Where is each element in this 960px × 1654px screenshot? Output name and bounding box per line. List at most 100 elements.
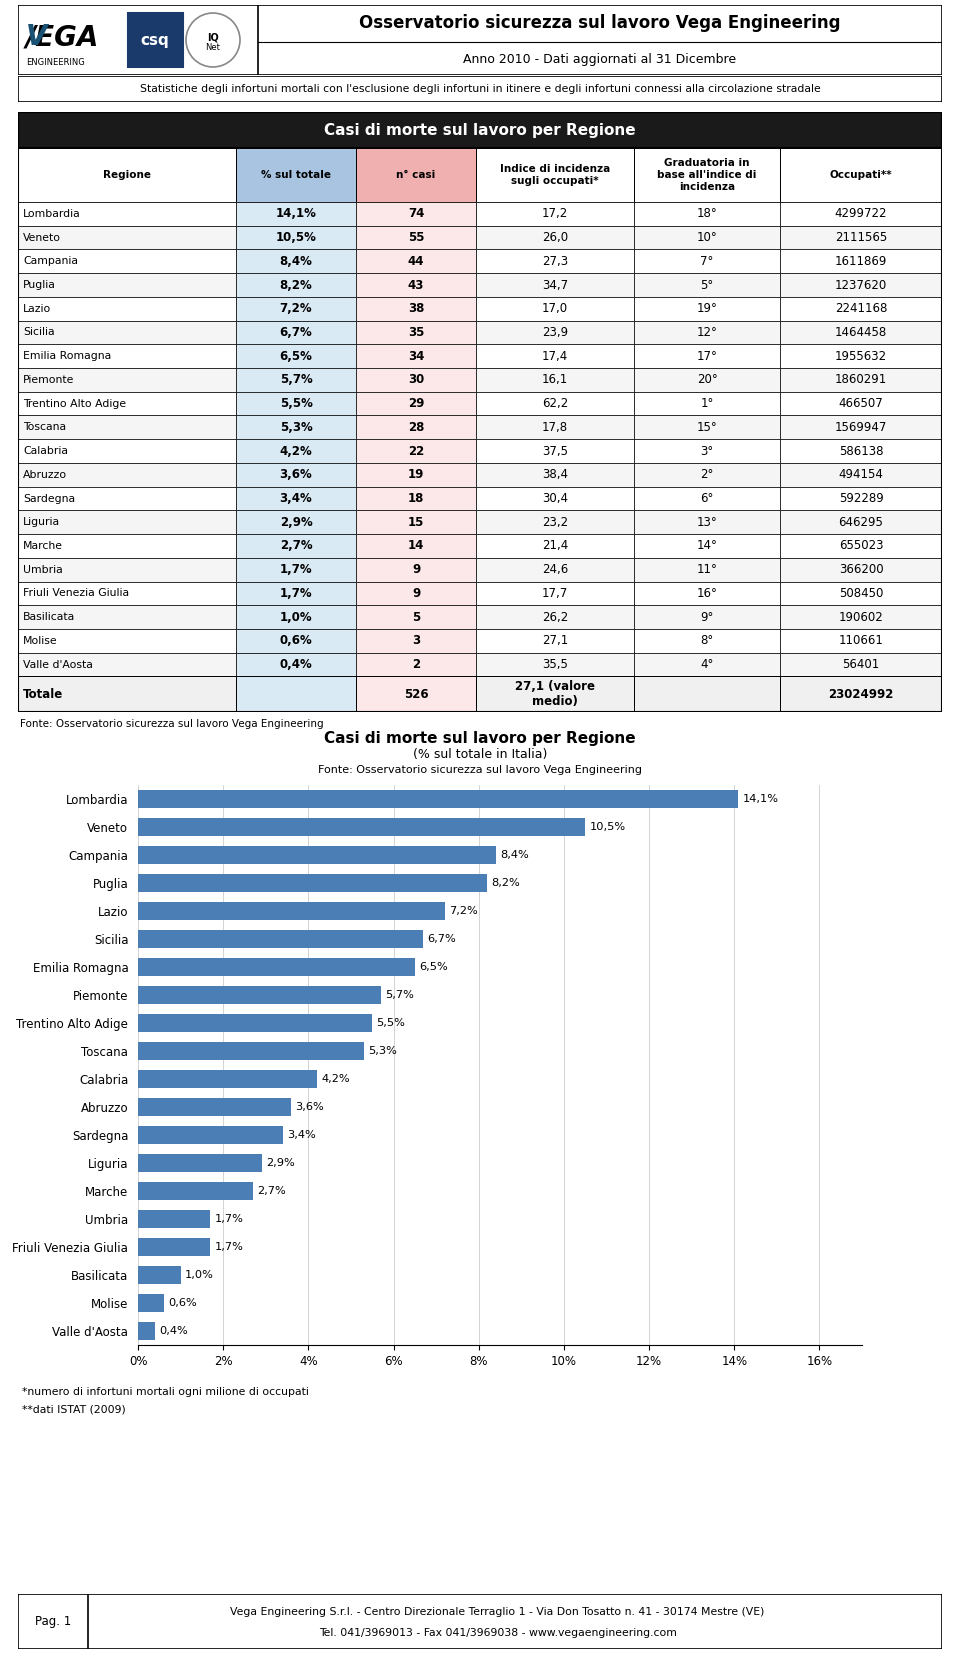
Bar: [236, 296, 356, 321]
Bar: [780, 582, 942, 605]
Bar: [476, 296, 634, 321]
Bar: [138, 903, 444, 920]
Text: 30: 30: [408, 374, 424, 387]
Text: Tel. 041/3969013 - Fax 041/3969038 - www.vegaengineering.com: Tel. 041/3969013 - Fax 041/3969038 - www…: [319, 1628, 677, 1637]
Text: Vega Engineering S.r.l. - Centro Direzionale Terraglio 1 - Via Don Tosatto n. 41: Vega Engineering S.r.l. - Centro Direzio…: [230, 1606, 765, 1616]
Text: 5,7%: 5,7%: [385, 991, 414, 1001]
Bar: [356, 344, 476, 369]
Text: 6,7%: 6,7%: [279, 326, 312, 339]
Text: 0,6%: 0,6%: [279, 635, 312, 647]
Bar: [18, 440, 236, 463]
Text: 19°: 19°: [697, 303, 717, 316]
Bar: [356, 605, 476, 629]
Text: Basilicata: Basilicata: [23, 612, 75, 622]
Bar: [634, 653, 780, 676]
Bar: [356, 486, 476, 511]
Bar: [356, 511, 476, 534]
Text: Casi di morte sul lavoro per Regione: Casi di morte sul lavoro per Regione: [324, 731, 636, 746]
Text: 366200: 366200: [839, 562, 883, 576]
Bar: [18, 250, 236, 273]
Text: 6°: 6°: [700, 491, 713, 504]
Text: V: V: [26, 23, 47, 51]
Bar: [18, 605, 236, 629]
Text: 8,4%: 8,4%: [500, 850, 529, 860]
Bar: [236, 534, 356, 557]
Bar: [476, 511, 634, 534]
Text: csq: csq: [140, 33, 169, 48]
Text: 16°: 16°: [697, 587, 717, 600]
Text: 19: 19: [408, 468, 424, 481]
Bar: [236, 605, 356, 629]
Text: 2,7%: 2,7%: [257, 1186, 286, 1196]
Bar: [634, 629, 780, 653]
Text: 27,1: 27,1: [541, 635, 568, 647]
Text: Graduatoria in
base all'indice di
incidenza: Graduatoria in base all'indice di incide…: [658, 157, 756, 192]
Text: 494154: 494154: [839, 468, 883, 481]
Bar: [476, 344, 634, 369]
Text: 20°: 20°: [697, 374, 717, 387]
Text: 27,1 (valore
medio): 27,1 (valore medio): [515, 680, 595, 708]
Bar: [780, 250, 942, 273]
Bar: [138, 1295, 163, 1312]
Bar: [634, 296, 780, 321]
Bar: [138, 1267, 180, 1284]
Bar: [356, 582, 476, 605]
Bar: [634, 557, 780, 582]
Bar: [236, 676, 356, 711]
Bar: [236, 486, 356, 511]
Bar: [18, 273, 236, 296]
Bar: [780, 273, 942, 296]
Text: 55: 55: [408, 232, 424, 245]
Bar: [634, 463, 780, 486]
Text: 5,7%: 5,7%: [279, 374, 312, 387]
Bar: [780, 202, 942, 225]
Text: 0,6%: 0,6%: [168, 1298, 197, 1308]
Bar: [476, 225, 634, 250]
Bar: [476, 534, 634, 557]
Text: 6,5%: 6,5%: [420, 963, 447, 973]
Bar: [476, 557, 634, 582]
Bar: [476, 676, 634, 711]
Text: 30,4: 30,4: [542, 491, 568, 504]
Text: Sicilia: Sicilia: [23, 327, 55, 337]
Text: 5,5%: 5,5%: [376, 1017, 405, 1029]
Bar: [236, 582, 356, 605]
Bar: [634, 486, 780, 511]
Bar: [634, 511, 780, 534]
Text: Fonte: Osservatorio sicurezza sul lavoro Vega Engineering: Fonte: Osservatorio sicurezza sul lavoro…: [318, 766, 642, 776]
Text: 592289: 592289: [839, 491, 883, 504]
Text: Totale: Totale: [23, 688, 63, 701]
Text: 26,2: 26,2: [541, 610, 568, 624]
Text: 2,7%: 2,7%: [279, 539, 312, 552]
Text: 3,4%: 3,4%: [279, 491, 312, 504]
Text: Piemonte: Piemonte: [23, 375, 74, 385]
Bar: [236, 273, 356, 296]
Bar: [356, 321, 476, 344]
Text: 17,4: 17,4: [541, 349, 568, 362]
Bar: [780, 557, 942, 582]
Text: 34: 34: [408, 349, 424, 362]
Bar: [18, 369, 236, 392]
Bar: [476, 440, 634, 463]
Text: Liguria: Liguria: [23, 518, 60, 528]
Text: 15: 15: [408, 516, 424, 529]
Text: Lombardia: Lombardia: [23, 208, 81, 218]
Bar: [18, 202, 236, 225]
Text: *numero di infortuni mortali ogni milione di occupati: *numero di infortuni mortali ogni milion…: [22, 1388, 309, 1398]
Bar: [476, 629, 634, 653]
Text: Net: Net: [205, 43, 221, 51]
Text: 34,7: 34,7: [542, 278, 568, 291]
Text: 646295: 646295: [839, 516, 883, 529]
Bar: [356, 202, 476, 225]
Bar: [476, 369, 634, 392]
Bar: [18, 147, 236, 202]
Bar: [18, 415, 236, 440]
Bar: [138, 791, 738, 807]
Bar: [18, 534, 236, 557]
Bar: [236, 202, 356, 225]
Bar: [780, 486, 942, 511]
Text: 1,7%: 1,7%: [279, 562, 312, 576]
Text: 466507: 466507: [839, 397, 883, 410]
Bar: [476, 463, 634, 486]
Bar: [236, 344, 356, 369]
